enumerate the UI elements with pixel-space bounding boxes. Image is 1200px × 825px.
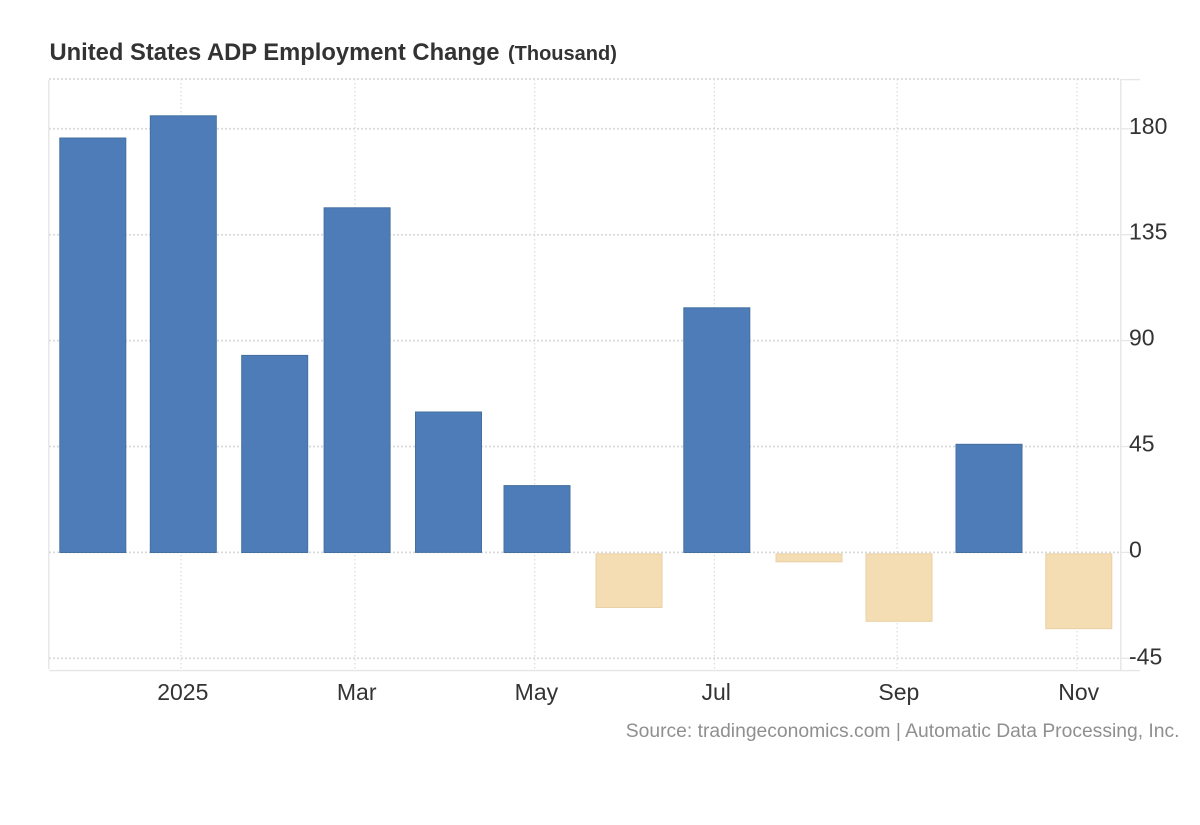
svg-text:(Thousand): (Thousand) <box>508 43 617 65</box>
svg-text:90: 90 <box>1129 325 1155 351</box>
svg-text:Jul: Jul <box>701 679 730 705</box>
svg-text:180: 180 <box>1129 113 1167 139</box>
svg-text:2025: 2025 <box>157 679 208 705</box>
svg-text:45: 45 <box>1129 431 1155 457</box>
svg-text:135: 135 <box>1129 219 1167 245</box>
svg-text:Source: tradingeconomics.com |: Source: tradingeconomics.com | Automatic… <box>626 721 1180 742</box>
svg-text:-45: -45 <box>1129 643 1162 669</box>
svg-text:Nov: Nov <box>1058 679 1099 705</box>
svg-text:May: May <box>515 679 559 705</box>
svg-text:United States ADP Employment C: United States ADP Employment Change <box>50 39 500 66</box>
svg-text:Mar: Mar <box>337 679 377 705</box>
svg-text:0: 0 <box>1129 536 1142 562</box>
svg-text:Sep: Sep <box>878 679 919 705</box>
